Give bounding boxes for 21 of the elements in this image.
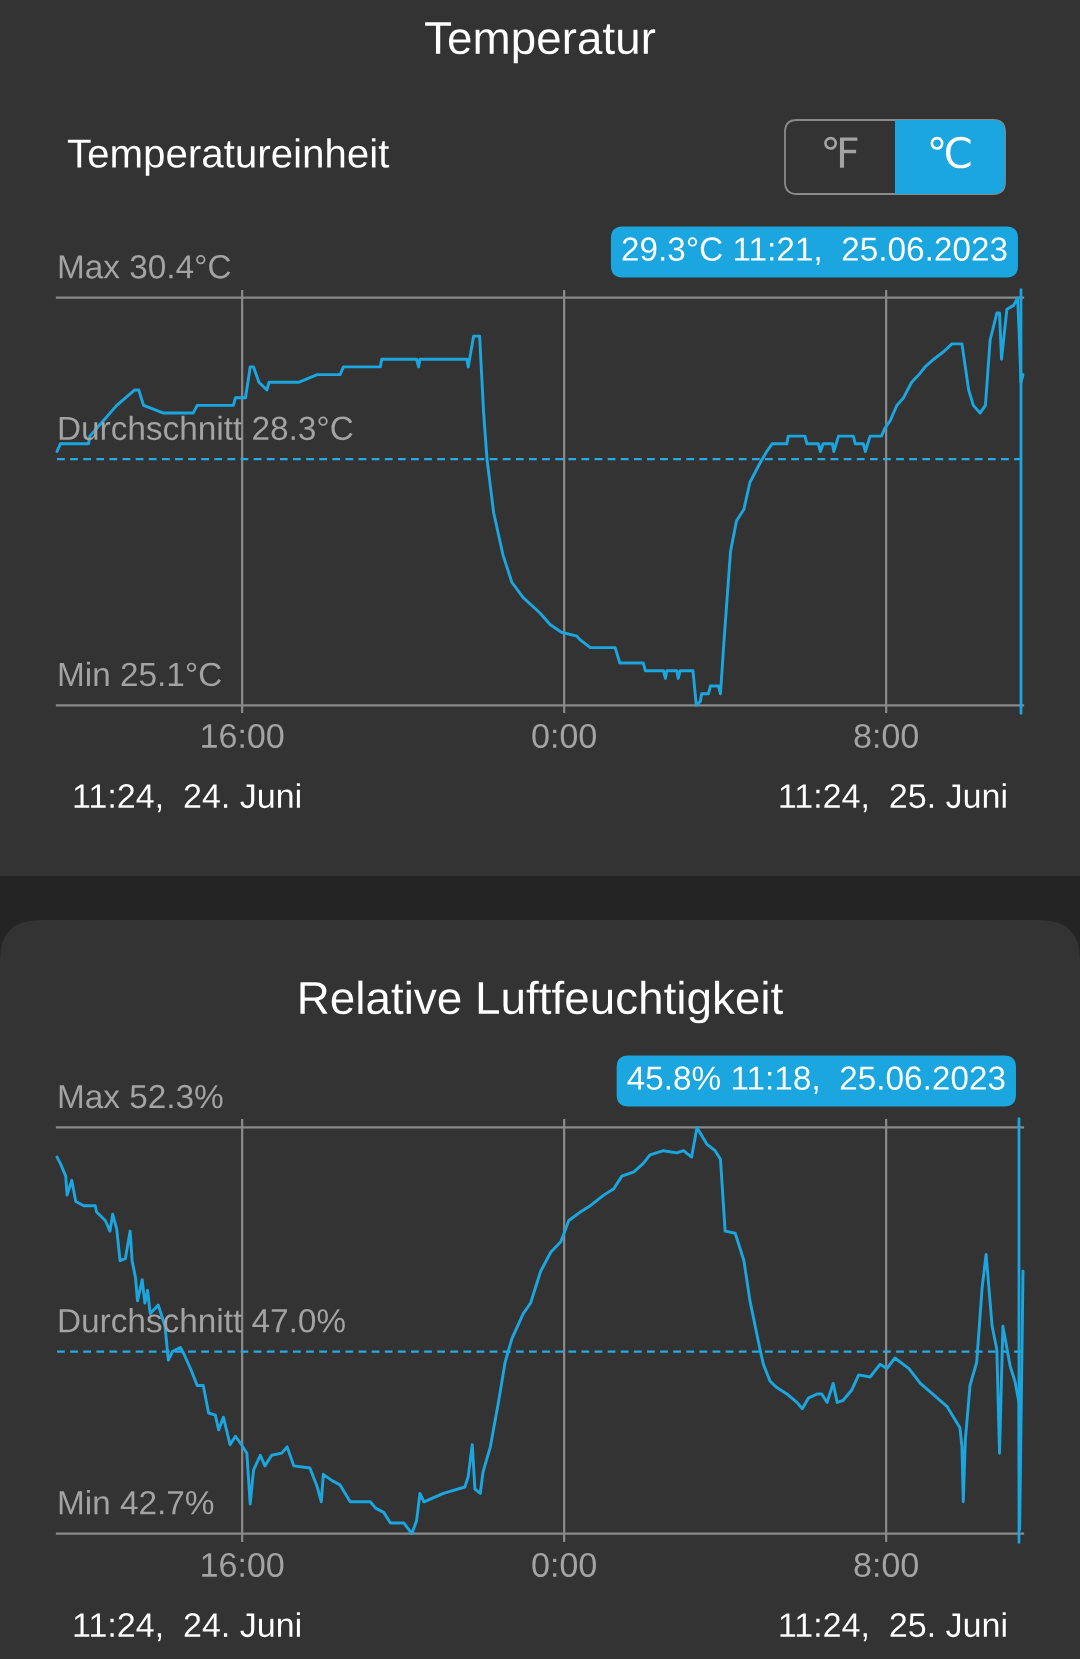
ref-line-label: 45.8% 11:18, 25.06.2023 <box>627 1066 1005 1094</box>
x-tick-label: 0:00 <box>532 1552 596 1577</box>
x-tick-label: 8:00 <box>854 723 918 748</box>
chart-title: Temperatur <box>425 22 656 64</box>
chart-title: Relative Luftfeuchtigkeit <box>300 980 783 1024</box>
x-tick-label: 0:00 <box>532 723 596 748</box>
text: 11:24, 25. Juni <box>780 783 1006 813</box>
ref-line-label: Max 52.3% <box>59 1084 223 1109</box>
ref-line-label: Max 30.4°C <box>59 255 231 279</box>
ref-line-label: Min 42.7% <box>59 1490 214 1515</box>
text: 11:24, 25. Juni <box>780 1612 1006 1642</box>
x-tick-label: 16:00 <box>202 1552 284 1577</box>
text: ℉ <box>824 136 858 168</box>
x-tick-label: 8:00 <box>854 1552 918 1577</box>
text: ℃ <box>930 136 971 169</box>
ref-line-label: Min 25.1°C <box>59 661 221 687</box>
text: Temperatureinheit <box>67 138 390 176</box>
text: 11:24, 24. Juni <box>74 1612 300 1642</box>
text: 11:24, 24. Juni <box>74 783 300 813</box>
ref-line-label: 29.3°C 11:21, 25.06.2023 <box>622 237 1007 265</box>
x-tick-label: 16:00 <box>202 723 284 748</box>
